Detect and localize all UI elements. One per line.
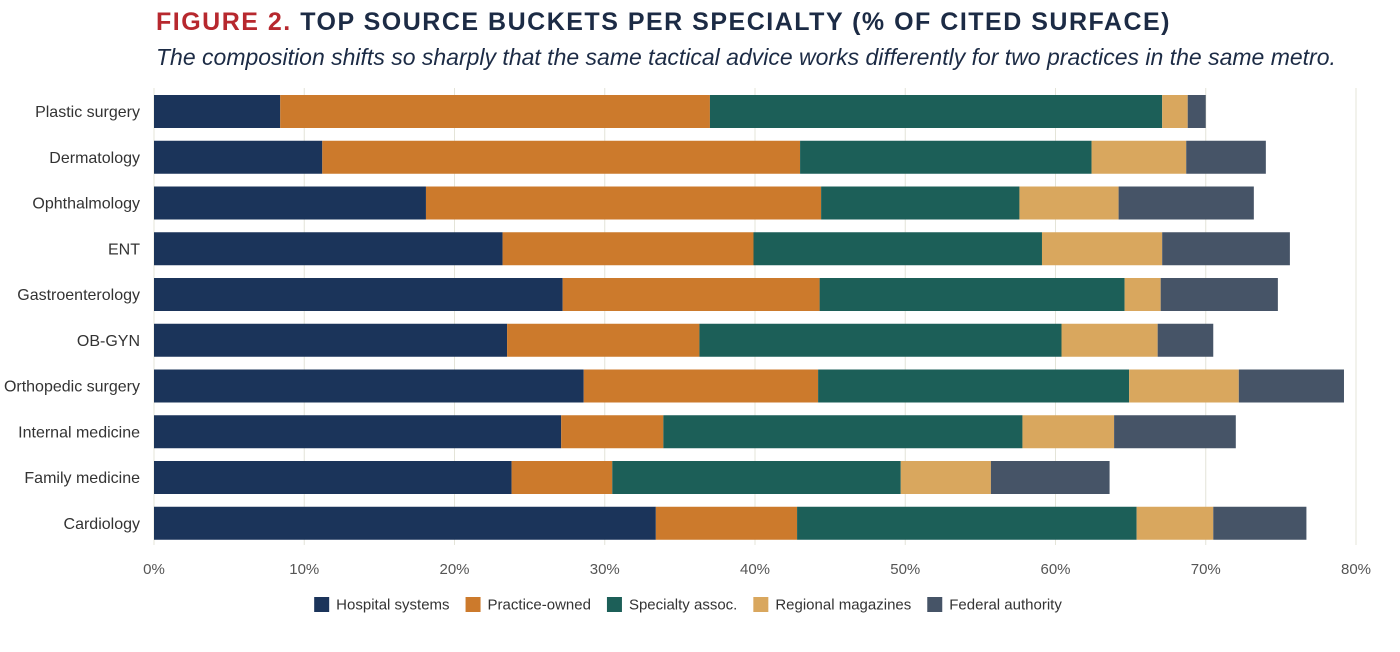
bar-segment-3 — [821, 186, 1020, 220]
category-label: ENT — [108, 241, 140, 258]
legend-item-3: Specialty assoc. — [606, 597, 737, 614]
bar-segment-5 — [1157, 323, 1214, 357]
figure-title: FIGURE 2. TOP SOURCE BUCKETS PER SPECIAL… — [156, 8, 1171, 37]
x-tick-label: 20% — [439, 561, 469, 578]
bar-segment-3 — [797, 506, 1137, 540]
bar-segment-2 — [655, 506, 798, 540]
bar-segment-1 — [154, 461, 512, 494]
category-label: Dermatology — [49, 150, 140, 167]
x-tick-label: 60% — [1040, 561, 1070, 578]
figure-title-text: TOP SOURCE BUCKETS PER SPECIALTY (% OF C… — [300, 8, 1171, 36]
bar-segment-2 — [322, 140, 801, 174]
x-axis-ticks: 0% 10% 20% 30% 40% 50% 60% 70% 80% — [143, 561, 1371, 578]
bar-segment-4 — [1091, 140, 1187, 174]
bar-segment-5 — [1162, 232, 1290, 266]
bar-segment-2 — [280, 95, 710, 128]
bar-segment-4 — [1136, 506, 1214, 540]
legend-label: Hospital systems — [336, 597, 449, 614]
x-tick-label: 0% — [143, 561, 165, 578]
category-labels: Plastic surgery Dermatology Ophthalmology E… — [4, 104, 140, 533]
x-tick-label: 10% — [289, 561, 319, 578]
bar-segment-4 — [1162, 95, 1188, 128]
bar-segment-2 — [507, 323, 700, 357]
x-tick-label: 50% — [890, 561, 920, 578]
bar-segment-3 — [663, 415, 1023, 449]
category-label: Plastic surgery — [35, 104, 140, 121]
bar-segment-2 — [502, 232, 754, 266]
category-label: Family medicine — [24, 470, 140, 487]
bar-segment-5 — [1160, 278, 1278, 311]
legend-item-4: Regional magazines — [753, 597, 911, 614]
figure-subtitle: The composition shifts so sharply that t… — [156, 44, 1336, 70]
x-tick-label: 40% — [740, 561, 770, 578]
bar-segment-2 — [425, 186, 822, 220]
bar-segment-5 — [1238, 369, 1344, 403]
legend-label: Specialty assoc. — [629, 597, 737, 614]
legend-swatch — [314, 597, 330, 612]
category-label: Ophthalmology — [32, 196, 140, 213]
bar-segment-5 — [1114, 415, 1236, 449]
bar-segment-5 — [1186, 140, 1266, 174]
legend-swatch — [927, 597, 943, 612]
legend: Hospital systems Practice-owned Specialty … — [314, 597, 1062, 614]
bar-segment-4 — [1124, 278, 1161, 311]
x-tick-label: 30% — [590, 561, 620, 578]
bar-segment-4 — [1019, 186, 1119, 220]
category-label: Orthopedic surgery — [4, 379, 140, 396]
legend-item-2: Practice-owned — [465, 597, 591, 614]
bar-segment-3 — [818, 369, 1130, 403]
bar-segment-4 — [1022, 415, 1115, 449]
bar-segment-1 — [154, 95, 281, 128]
bar-segment-2 — [562, 278, 820, 311]
category-label: Internal medicine — [18, 424, 140, 441]
bar-segment-2 — [511, 461, 613, 494]
legend-swatch — [606, 597, 622, 612]
x-tick-label: 70% — [1191, 561, 1221, 578]
bar-segment-4 — [1129, 369, 1239, 403]
legend-item-5: Federal authority — [927, 597, 1062, 614]
bar-segment-1 — [154, 186, 426, 220]
bar-segment-3 — [819, 278, 1125, 311]
bar-segment-3 — [800, 140, 1092, 174]
bar-segment-2 — [583, 369, 819, 403]
figure-label: FIGURE 2. — [156, 8, 292, 36]
bar-segment-5 — [990, 461, 1110, 494]
category-label: OB-GYN — [77, 333, 140, 350]
legend-item-1: Hospital systems — [314, 597, 450, 614]
legend-swatch — [753, 597, 769, 612]
bar-segment-1 — [154, 278, 563, 311]
bar-segment-5 — [1187, 95, 1206, 128]
bar-segment-5 — [1213, 506, 1307, 540]
bar-segment-1 — [154, 323, 508, 357]
bar-segment-4 — [1061, 323, 1158, 357]
bar-segment-3 — [699, 323, 1062, 357]
category-label: Cardiology — [64, 516, 140, 533]
legend-swatch — [465, 597, 481, 612]
bar-segment-3 — [753, 232, 1042, 266]
bar-segment-2 — [561, 415, 664, 449]
bar-segment-1 — [154, 140, 323, 174]
bar-segment-1 — [154, 506, 656, 540]
legend-label: Practice-owned — [488, 597, 591, 614]
bars — [154, 95, 1344, 540]
legend-label: Federal authority — [949, 597, 1062, 614]
x-tick-label: 80% — [1341, 561, 1371, 578]
bar-segment-3 — [709, 95, 1163, 128]
bar-segment-1 — [154, 232, 503, 266]
bar-segment-5 — [1118, 186, 1254, 220]
bar-segment-4 — [900, 461, 991, 494]
bar-segment-4 — [1041, 232, 1163, 266]
bar-segment-1 — [154, 415, 562, 449]
bar-segment-3 — [612, 461, 901, 494]
category-label: Gastroenterology — [17, 287, 140, 304]
legend-label: Regional magazines — [775, 597, 911, 614]
bar-segment-1 — [154, 369, 584, 403]
